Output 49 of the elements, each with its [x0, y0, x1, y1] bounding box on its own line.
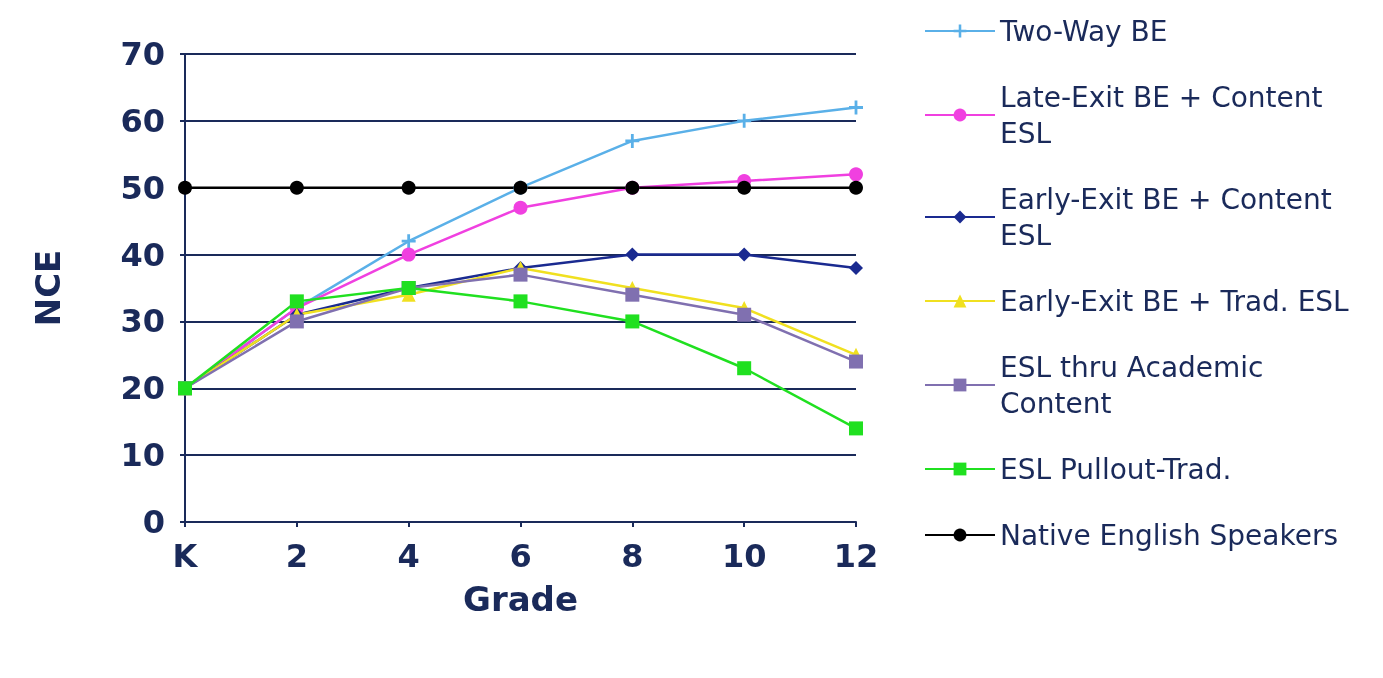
x-tick-label: 8 — [621, 537, 644, 575]
point — [625, 133, 640, 148]
legend-label: Two-Way BE — [999, 14, 1168, 48]
point — [401, 234, 416, 249]
point — [849, 354, 863, 369]
point — [513, 267, 528, 282]
point — [625, 287, 640, 302]
point — [737, 361, 752, 376]
x-tick-label: 10 — [721, 537, 767, 575]
x-tick-label: 6 — [509, 537, 532, 575]
point — [737, 247, 752, 262]
y-tick-label: 50 — [120, 168, 165, 207]
point — [849, 421, 863, 436]
legend-label: ESL thru Academic Content — [1000, 350, 1273, 420]
point — [849, 180, 863, 195]
point — [849, 167, 863, 182]
point — [178, 180, 192, 195]
x-tick-label: 12 — [833, 537, 879, 575]
legend-label: Early-Exit BE + Trad. ESL — [1000, 284, 1350, 318]
point — [513, 200, 528, 215]
point — [625, 247, 640, 262]
point — [737, 180, 752, 195]
y-tick-label: 10 — [120, 436, 165, 475]
point — [849, 100, 863, 115]
legend-label: Early-Exit BE + Content ESL — [1000, 182, 1341, 252]
y-axis-title: NCE — [28, 249, 68, 327]
legend-label: ESL Pullout-Trad. — [1000, 452, 1232, 486]
point — [289, 314, 304, 329]
x-axis-title: Grade — [462, 579, 579, 619]
point — [289, 294, 304, 309]
point — [849, 260, 863, 275]
point — [401, 247, 416, 262]
x-tick-label: K — [172, 537, 199, 575]
legend-label: Late-Exit BE + Content ESL — [1000, 80, 1332, 150]
x-tick-label: 4 — [397, 537, 420, 575]
y-tick-label: 70 — [120, 35, 165, 73]
y-tick-label: 0 — [142, 503, 165, 541]
point — [737, 113, 752, 128]
point — [513, 294, 528, 309]
point — [401, 180, 416, 195]
point — [289, 180, 304, 195]
point — [737, 307, 752, 322]
y-tick-label: 20 — [120, 369, 165, 408]
y-tick-label: 60 — [120, 101, 165, 140]
x-tick-label: 2 — [285, 537, 308, 575]
y-tick-label: 30 — [120, 302, 165, 341]
legend-label: Native English Speakers — [1000, 518, 1339, 552]
point — [625, 314, 640, 329]
y-tick-label: 40 — [120, 235, 165, 274]
